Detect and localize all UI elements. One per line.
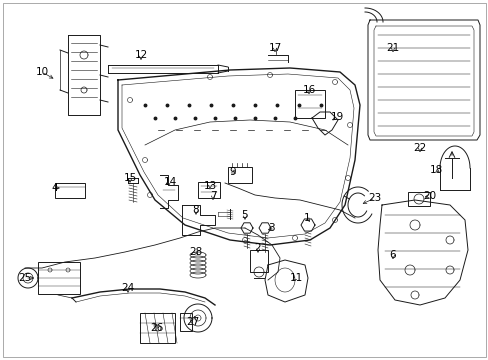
Bar	[407, 192, 429, 206]
Text: 25: 25	[19, 273, 32, 283]
Text: 1: 1	[303, 213, 310, 223]
Text: 24: 24	[121, 283, 134, 293]
Text: 28: 28	[189, 247, 202, 257]
Text: 20: 20	[423, 191, 436, 201]
Text: 23: 23	[367, 193, 381, 203]
Text: 21: 21	[386, 43, 399, 53]
Text: 9: 9	[229, 167, 236, 177]
Text: 18: 18	[428, 165, 442, 175]
Bar	[227, 167, 251, 183]
Text: 10: 10	[35, 67, 48, 77]
Text: 17: 17	[268, 43, 281, 53]
Text: 16: 16	[302, 85, 315, 95]
Bar	[249, 250, 267, 272]
Text: 12: 12	[134, 50, 147, 60]
Text: 4: 4	[52, 183, 58, 193]
Bar	[140, 313, 175, 343]
Text: 27: 27	[186, 317, 199, 327]
Text: 8: 8	[192, 205, 199, 215]
Bar	[180, 313, 192, 331]
Text: 7: 7	[209, 191, 216, 201]
Bar	[294, 90, 325, 118]
Text: 15: 15	[123, 173, 136, 183]
Text: 3: 3	[267, 223, 274, 233]
Text: 2: 2	[254, 243, 261, 253]
Text: 11: 11	[289, 273, 302, 283]
Text: 5: 5	[241, 210, 248, 220]
Text: 6: 6	[389, 250, 395, 260]
Bar	[38, 262, 80, 294]
Text: 22: 22	[412, 143, 426, 153]
Text: 13: 13	[203, 181, 216, 191]
Text: 19: 19	[330, 112, 343, 122]
Text: 26: 26	[150, 323, 163, 333]
Bar	[198, 182, 220, 198]
Text: 14: 14	[163, 177, 176, 187]
